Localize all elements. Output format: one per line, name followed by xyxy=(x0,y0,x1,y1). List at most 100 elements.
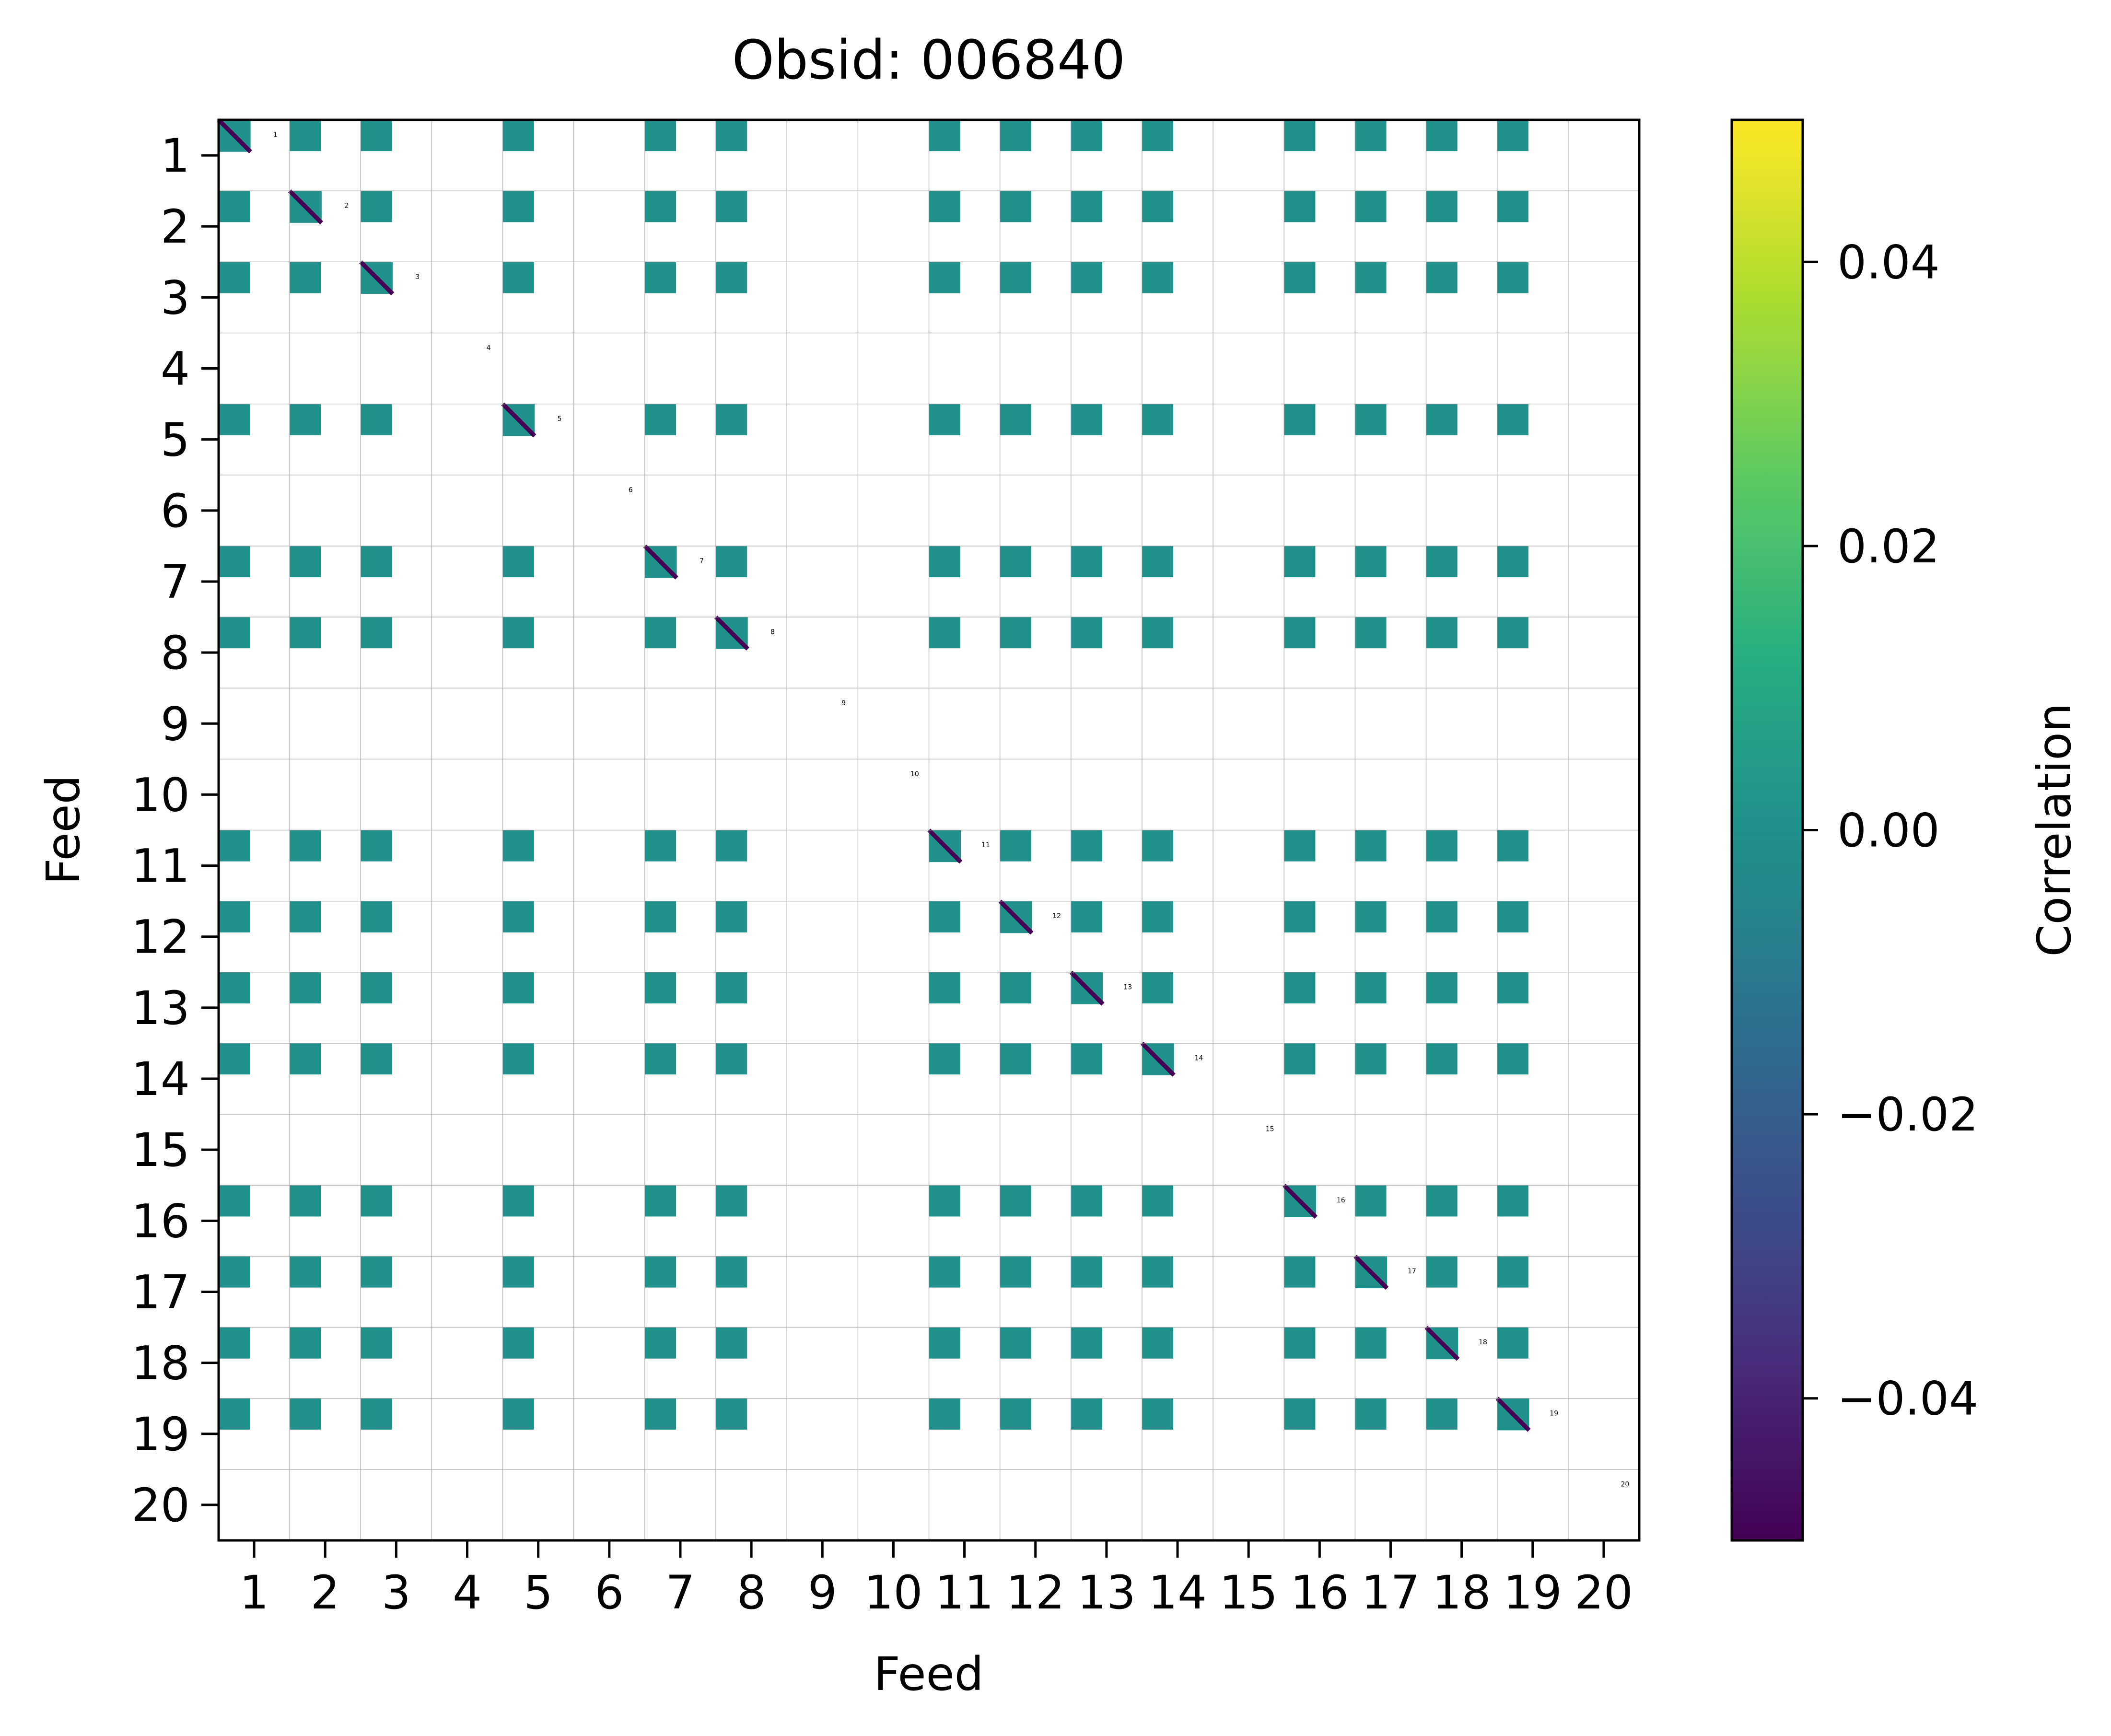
x-tick-label-9: 9 xyxy=(808,1566,837,1619)
y-tick-label-11: 11 xyxy=(131,839,190,893)
x-tick-label-6: 6 xyxy=(595,1566,624,1619)
x-tick-label-16: 16 xyxy=(1290,1566,1349,1619)
heat-cell-f1-f7 xyxy=(644,120,676,151)
x-axis: 1 2 3 4 5 6 7 8 9 10 11 12 13 14 15 16 17 18 19 20 xyxy=(240,1540,1633,1619)
grid-lines xyxy=(219,120,1639,1540)
heat-cell-f14-f7 xyxy=(644,1043,676,1075)
heat-cell-f3-f7 xyxy=(644,262,676,293)
heat-cell-f7-f8 xyxy=(716,546,747,578)
diag-label-f4: 4 xyxy=(487,344,491,352)
heat-cell-f8-f16 xyxy=(1284,617,1316,649)
colorbar: 0.04 0.02 0.00 −0.02 −0.04 Correlation xyxy=(1730,118,2081,1542)
colorbar-label: Correlation xyxy=(2028,703,2081,956)
heat-cell-f2-f13 xyxy=(1071,191,1102,222)
heat-cell-f13-f3 xyxy=(361,972,392,1003)
diag-line-f7 xyxy=(643,544,678,580)
heat-cell-f5-f16 xyxy=(1284,404,1316,435)
heat-cell-f19-f16 xyxy=(1284,1398,1316,1430)
heat-cell-f18-f3 xyxy=(361,1327,392,1359)
heat-cell-f2-f14 xyxy=(1142,191,1174,222)
diag-line-f14 xyxy=(1140,1041,1176,1077)
heat-cell-f14-f5 xyxy=(502,1043,534,1075)
heat-cell-f1-f17 xyxy=(1355,120,1387,151)
x-axis-label: Feed xyxy=(874,1647,983,1701)
heat-cell-f2-f18 xyxy=(1426,191,1458,222)
heat-cell-f13-f19 xyxy=(1497,972,1528,1003)
heat-cell-f1-f19 xyxy=(1497,120,1528,151)
heat-cell-f11-f7 xyxy=(644,830,676,862)
heat-cell-f13-f7 xyxy=(644,972,676,1003)
x-tick-label-5: 5 xyxy=(524,1566,553,1619)
heat-cell-f12-f5 xyxy=(502,901,534,932)
heat-cell-f7-f13 xyxy=(1071,546,1102,578)
heat-cell-f8-f19 xyxy=(1497,617,1528,649)
diag-label-f18: 18 xyxy=(1479,1339,1487,1346)
heat-cell-f16-f19 xyxy=(1497,1185,1528,1217)
diag-label-f7: 7 xyxy=(700,557,704,565)
heat-cell-f13-f18 xyxy=(1426,972,1458,1003)
heat-cell-f17-f13 xyxy=(1071,1256,1102,1288)
diag-line-f8 xyxy=(714,615,749,651)
y-tick-label-6: 6 xyxy=(161,484,190,538)
heat-cell-f13-f2 xyxy=(290,972,321,1003)
heat-cell-f12-f13 xyxy=(1071,901,1102,932)
heat-cell-f3-f8 xyxy=(716,262,747,293)
diag-label-f19: 19 xyxy=(1550,1410,1558,1417)
heat-cell-f13-f5 xyxy=(502,972,534,1003)
heat-cell-f1-f3 xyxy=(361,120,392,151)
heat-cell-f5-f1 xyxy=(219,404,250,435)
heat-cell-f18-f19 xyxy=(1497,1327,1528,1359)
heat-cell-f5-f17 xyxy=(1355,404,1387,435)
heat-cell-f18-f1 xyxy=(219,1327,250,1359)
heat-cell-f19-f1 xyxy=(219,1398,250,1430)
y-tick-label-16: 16 xyxy=(131,1194,190,1248)
heat-cell-f12-f1 xyxy=(219,901,250,932)
heat-cell-f13-f11 xyxy=(929,972,960,1003)
heat-cell-f3-f1 xyxy=(219,262,250,293)
x-tick-label-14: 14 xyxy=(1148,1566,1207,1619)
heat-cell-f3-f18 xyxy=(1426,262,1458,293)
heat-cell-f11-f14 xyxy=(1142,830,1174,862)
heat-cell-f16-f1 xyxy=(219,1185,250,1217)
heat-cell-f16-f12 xyxy=(1000,1185,1031,1217)
heat-cell-f1-f8 xyxy=(716,120,747,151)
diag-label-f17: 17 xyxy=(1408,1268,1416,1275)
heat-cell-f1-f11 xyxy=(929,120,960,151)
heat-cell-f3-f19 xyxy=(1497,262,1528,293)
colorbar-tick-label-2: 0.00 xyxy=(1837,804,1940,858)
heat-cell-f17-f3 xyxy=(361,1256,392,1288)
diag-line-f5 xyxy=(501,402,536,438)
heat-cell-f8-f5 xyxy=(502,617,534,649)
heat-cell-f17-f2 xyxy=(290,1256,321,1288)
heat-cell-f14-f17 xyxy=(1355,1043,1387,1075)
heat-cell-f8-f18 xyxy=(1426,617,1458,649)
colorbar-tick-label-4: −0.04 xyxy=(1837,1372,1978,1426)
heat-cell-f7-f17 xyxy=(1355,546,1387,578)
heat-cell-f18-f8 xyxy=(716,1327,747,1359)
heat-cell-f19-f12 xyxy=(1000,1398,1031,1430)
x-tick-label-12: 12 xyxy=(1006,1566,1065,1619)
heat-cell-f12-f2 xyxy=(290,901,321,932)
heat-cell-f5-f8 xyxy=(716,404,747,435)
heat-cell-f16-f2 xyxy=(290,1185,321,1217)
heat-cell-f5-f7 xyxy=(644,404,676,435)
heat-cell-f12-f17 xyxy=(1355,901,1387,932)
colorbar-tick-label-0: 0.04 xyxy=(1837,235,1940,289)
heat-cell-f5-f12 xyxy=(1000,404,1031,435)
heat-cell-f13-f1 xyxy=(219,972,250,1003)
heat-cell-f12-f14 xyxy=(1142,901,1174,932)
heat-cell-f2-f8 xyxy=(716,191,747,222)
heat-cell-f18-f7 xyxy=(644,1327,676,1359)
heat-cell-f18-f2 xyxy=(290,1327,321,1359)
x-tick-label-10: 10 xyxy=(864,1566,922,1619)
heat-cell-f12-f11 xyxy=(929,901,960,932)
heat-cell-f2-f12 xyxy=(1000,191,1031,222)
heat-cell-f11-f1 xyxy=(219,830,250,862)
heat-cell-f16-f11 xyxy=(929,1185,960,1217)
diag-line-f19 xyxy=(1495,1397,1531,1432)
heat-cell-f5-f14 xyxy=(1142,404,1174,435)
heat-cell-f11-f5 xyxy=(502,830,534,862)
